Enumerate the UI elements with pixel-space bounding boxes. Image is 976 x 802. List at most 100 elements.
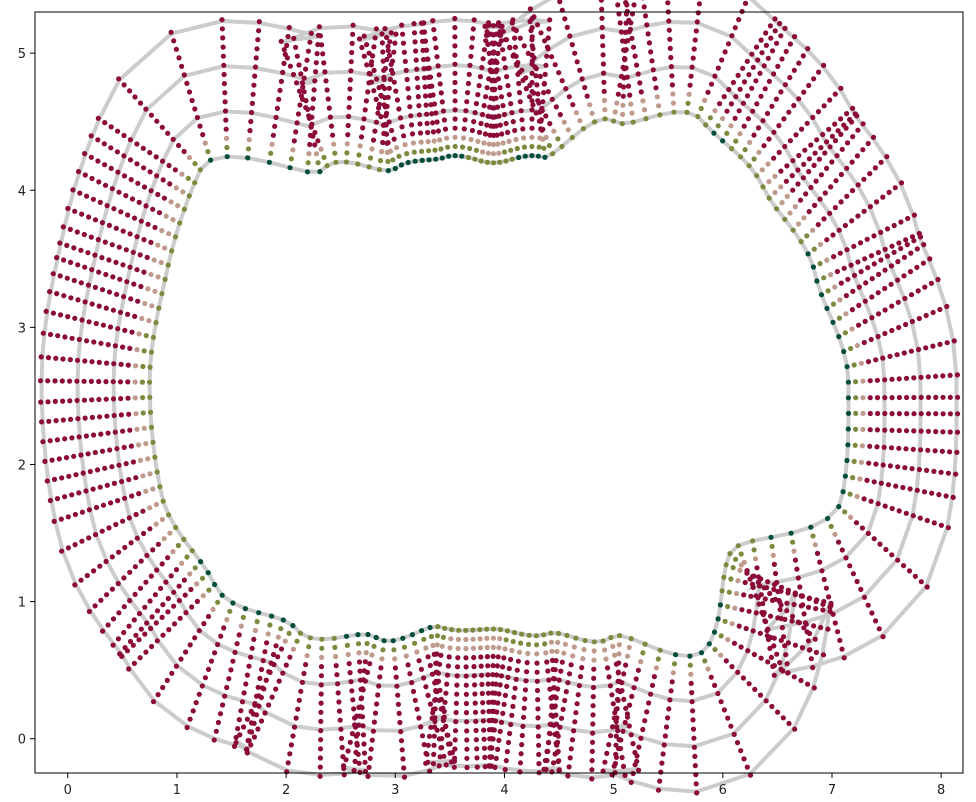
data-point [485,150,491,156]
data-point [484,635,490,641]
data-point [373,96,379,102]
data-point [524,669,530,675]
data-point [453,709,459,716]
data-point [141,237,147,243]
data-point [193,700,199,706]
data-point [422,93,429,99]
data-point [798,239,804,245]
data-point [82,358,88,364]
data-point [301,89,307,95]
data-point [757,70,763,76]
data-point [256,19,262,25]
data-point [496,737,502,744]
data-point [125,362,131,368]
data-point [880,194,886,200]
data-point [92,217,99,223]
data-point [366,164,372,170]
data-point [874,444,880,450]
data-point [372,35,378,41]
data-point [641,0,645,1]
data-point [369,737,375,743]
data-point [687,662,693,668]
data-point [365,631,371,638]
data-point [821,216,827,222]
data-point [488,123,494,129]
data-point [285,760,291,766]
data-point [163,579,169,585]
data-point [612,109,618,115]
data-point [636,767,642,773]
data-point [180,189,186,195]
data-point [60,398,66,404]
data-point [724,130,730,136]
data-point [64,242,70,248]
data-point [160,632,166,638]
data-point [372,128,378,134]
data-point [131,660,137,667]
data-point [349,40,355,47]
data-point [297,102,303,108]
data-point [620,93,626,99]
data-point [954,429,961,435]
data-point [381,74,387,80]
data-point [109,554,115,560]
data-point [867,410,873,417]
data-point [796,152,802,159]
data-point [485,690,491,696]
data-point [143,333,149,339]
data-point [366,50,372,56]
data-point [464,99,470,105]
data-point [317,746,324,752]
data-point [105,430,111,436]
data-point [832,620,838,626]
data-point [749,85,755,91]
data-point [388,30,394,36]
data-point [370,137,377,143]
data-point [278,626,284,632]
data-point [444,135,450,141]
data-point [628,636,634,642]
data-point [137,100,144,106]
data-point [77,190,83,196]
data-point [638,735,644,741]
x-tick-label: 6 [719,783,727,798]
data-point [750,64,756,70]
data-point [549,769,555,775]
data-point [574,701,580,707]
data-point [346,95,353,101]
data-point [236,632,242,638]
data-point [111,206,117,212]
data-point [310,96,316,102]
data-point [222,108,229,114]
data-point [327,114,333,120]
data-point [688,671,694,677]
data-point [558,715,565,721]
data-point [171,589,177,595]
data-point [477,627,483,633]
data-point [89,301,95,307]
data-point [519,742,525,748]
data-point [420,56,427,63]
data-point [691,744,698,750]
data-point [298,688,304,695]
data-point [412,158,418,164]
data-point [192,635,198,641]
data-point [455,655,461,661]
data-point [444,732,450,738]
data-point [725,715,731,721]
data-point [804,629,810,635]
data-point [196,628,202,634]
data-point [394,97,400,103]
data-point [765,659,771,665]
data-point [556,767,562,773]
data-point [790,227,796,233]
data-point [148,349,154,355]
data-point [379,40,385,46]
data-point [768,35,774,41]
data-point [125,395,131,401]
data-point [294,120,300,126]
data-point [68,295,74,301]
data-point [311,87,317,93]
data-point [785,587,792,593]
data-point [336,708,343,714]
